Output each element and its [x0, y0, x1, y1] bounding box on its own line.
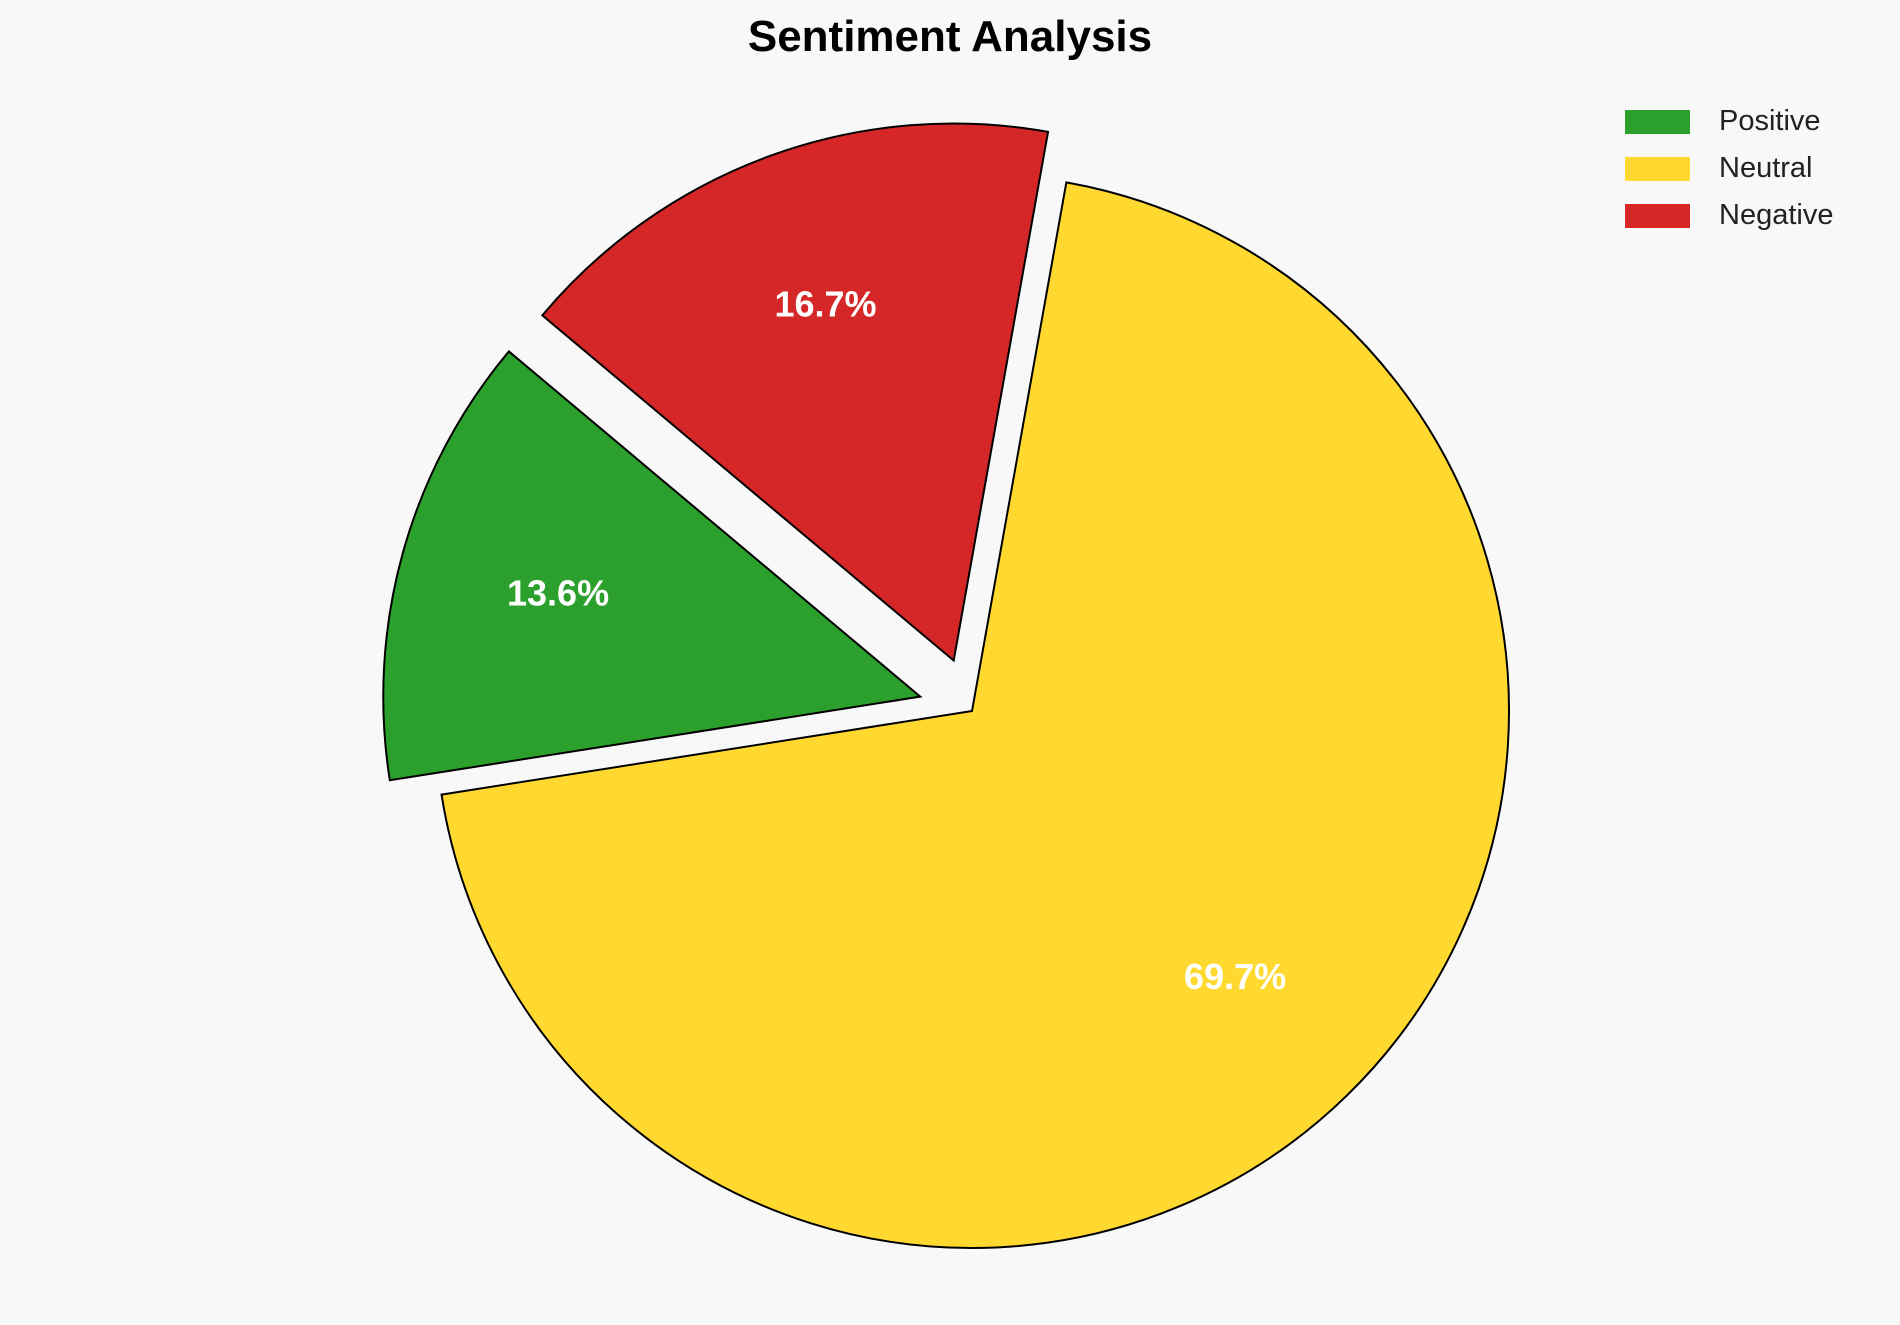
pie-label-positive: 13.6%	[507, 573, 609, 614]
pie-label-neutral: 69.7%	[1184, 956, 1286, 997]
legend-label: Positive	[1719, 105, 1821, 137]
legend-swatch	[1625, 109, 1690, 134]
pie-slice-neutral	[440, 181, 1510, 1249]
legend-label: Neutral	[1719, 152, 1813, 184]
legend-item-negative: Negative	[1625, 192, 1833, 239]
pie-slice-negative	[540, 122, 1050, 663]
legend-item-neutral: Neutral	[1625, 145, 1833, 192]
legend-swatch	[1625, 203, 1690, 228]
legend-item-positive: Positive	[1625, 98, 1833, 145]
pie-label-negative: 16.7%	[774, 284, 876, 325]
legend-label: Negative	[1719, 199, 1834, 231]
chart-title: Sentiment Analysis	[747, 12, 1153, 61]
legend-swatch	[1625, 156, 1690, 181]
legend: Positive Neutral Negative	[1625, 98, 1833, 239]
pie-slice-positive	[382, 350, 923, 782]
